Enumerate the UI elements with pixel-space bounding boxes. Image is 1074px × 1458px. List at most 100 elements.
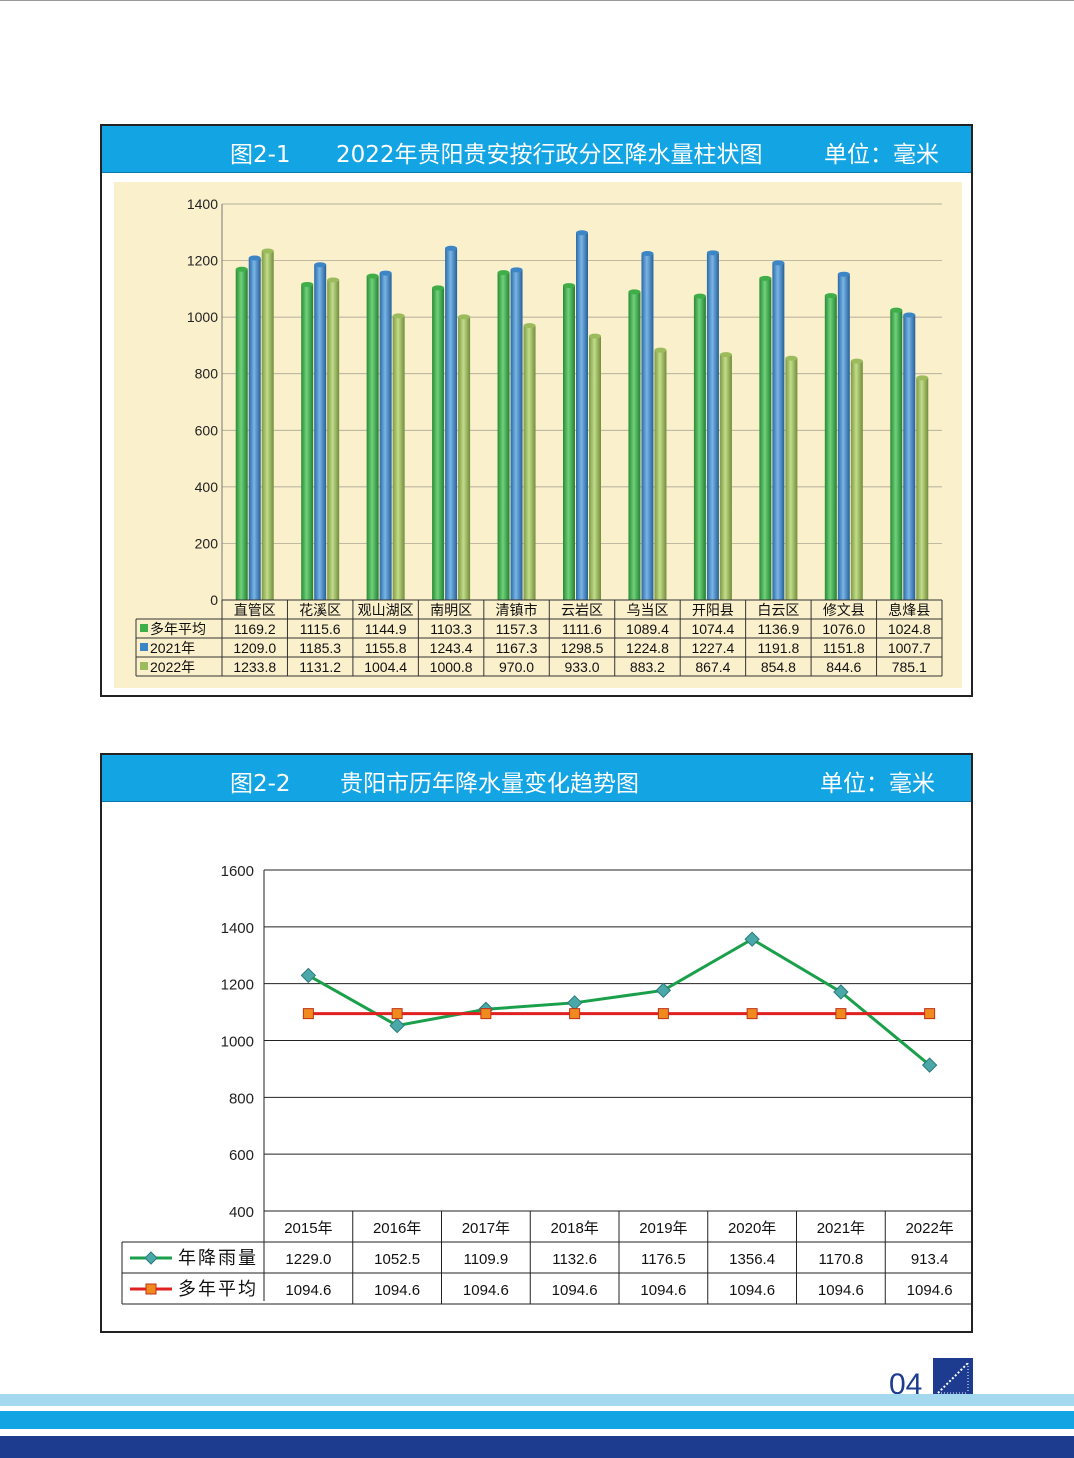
- corner-logo-icon: [933, 1358, 973, 1398]
- data-label: 844.6: [826, 659, 861, 675]
- data-label: 883.2: [630, 659, 665, 675]
- data-label: 1089.4: [626, 621, 669, 637]
- bar: [589, 336, 601, 600]
- bar-cap: [458, 314, 471, 320]
- bar: [903, 314, 916, 600]
- legend-marker: [144, 1251, 158, 1265]
- data-point: [835, 1008, 847, 1020]
- figure-2-2-header: 图2-2 贵阳市历年降水量变化趋势图 单位：毫米: [102, 755, 971, 802]
- bar-cap: [772, 260, 785, 266]
- data-label: 1151.8: [823, 640, 865, 656]
- data-label: 1094.6: [907, 1282, 953, 1299]
- data-label: 1227.4: [691, 640, 734, 656]
- data-point: [657, 1008, 669, 1020]
- bar-cap: [890, 307, 903, 313]
- data-label: 1094.6: [552, 1282, 598, 1299]
- data-label: 1000.8: [430, 659, 473, 675]
- data-label: 1157.3: [496, 621, 538, 637]
- bar: [628, 291, 641, 600]
- x-tick-label: 南明区: [430, 602, 472, 618]
- x-tick-label: 观山湖区: [358, 602, 414, 618]
- data-label: 1144.9: [365, 621, 407, 637]
- data-label: 1356.4: [729, 1251, 775, 1268]
- data-label: 1007.7: [888, 640, 931, 656]
- figure-unit: 单位：毫米: [824, 142, 939, 168]
- data-label: 1076.0: [822, 621, 865, 637]
- data-label: 1074.4: [691, 621, 734, 637]
- bar-cap: [366, 273, 379, 279]
- data-point: [655, 982, 672, 999]
- data-label: 1229.0: [285, 1251, 331, 1268]
- bar: [706, 252, 719, 600]
- bar-cap: [327, 277, 340, 283]
- y-tick-label: 1200: [221, 977, 254, 994]
- y-tick-label: 600: [195, 422, 219, 438]
- y-tick-label: 800: [195, 366, 219, 382]
- data-label: 1109.9: [463, 1251, 508, 1268]
- bar-chart: 0 200 400 600 800 1000 1200 1400 直管区 花溪区 观山湖区 南明区 清镇…: [135, 196, 943, 677]
- data-label: 1052.5: [374, 1251, 420, 1268]
- bar: [445, 248, 458, 601]
- bar: [824, 295, 837, 600]
- bar: [772, 262, 785, 600]
- plot-area: 0 200 400 600 800 1000 1200 1400 直管区 花溪区 观山湖区 南明区 清镇…: [114, 182, 962, 688]
- bar: [327, 280, 340, 600]
- bar-cap: [903, 312, 916, 318]
- bar-cap: [628, 289, 641, 295]
- top-rule: [0, 0, 1074, 1]
- bar-cap: [314, 262, 327, 268]
- bar: [693, 296, 706, 600]
- x-tick-label: 花溪区: [299, 602, 341, 618]
- bar-cap: [510, 267, 523, 273]
- figure-2-1-header: 图2-1 2022年贵阳贵安按行政分区降水量柱状图 单位：毫米: [102, 126, 971, 173]
- data-label: 1131.2: [299, 659, 341, 675]
- y-tick-label: 1200: [187, 253, 218, 269]
- x-tick-label: 清镇市: [496, 602, 538, 618]
- legend-label: 2022年: [150, 659, 195, 675]
- data-label: 1094.6: [463, 1282, 509, 1299]
- data-label: 1243.4: [430, 640, 473, 656]
- bar-cap: [693, 293, 706, 299]
- bar: [379, 273, 392, 600]
- bar-cap: [824, 293, 837, 299]
- data-label: 1224.8: [626, 640, 669, 656]
- data-point: [389, 1017, 405, 1034]
- data-label: 1169.2: [234, 621, 276, 637]
- data-label: 1176.5: [641, 1251, 686, 1268]
- bar-cap: [654, 347, 667, 353]
- y-tick-label: 0: [210, 592, 218, 608]
- data-label: 1209.0: [233, 640, 276, 656]
- data-point: [833, 984, 849, 1000]
- y-tick-label: 800: [229, 1090, 254, 1107]
- figure-title: 贵阳市历年降水量变化趋势图: [340, 771, 639, 797]
- data-label: 933.0: [564, 659, 599, 675]
- figure-2-2-panel: 图2-2 贵阳市历年降水量变化趋势图 单位：毫米 400 600 800 1000 12…: [100, 753, 973, 1333]
- data-label: 1094.6: [640, 1282, 686, 1299]
- data-label: 1170.8: [818, 1251, 863, 1268]
- bar-cap: [785, 355, 798, 361]
- x-tick-label: 2019年: [639, 1220, 687, 1237]
- y-tick-label: 400: [229, 1204, 254, 1221]
- x-tick-label: 2015年: [284, 1220, 332, 1237]
- footer-band-dark: [0, 1436, 1074, 1458]
- x-tick-label: 修文县: [823, 602, 865, 618]
- bar: [235, 269, 248, 600]
- data-label: 1167.3: [496, 640, 538, 656]
- data-point: [569, 1008, 581, 1020]
- data-label: 867.4: [695, 659, 730, 675]
- bar-cap: [261, 248, 274, 254]
- y-tick-label: 1600: [221, 863, 254, 880]
- legend-label: 多年平均: [178, 1279, 258, 1299]
- x-tick-label: 2022年: [905, 1220, 953, 1237]
- y-tick-label: 400: [195, 479, 219, 495]
- data-label: 1094.6: [729, 1282, 775, 1299]
- legend-swatch: [140, 662, 148, 670]
- bar-cap: [432, 285, 445, 291]
- y-tick-label: 1400: [187, 196, 218, 212]
- bar-cap: [916, 375, 929, 381]
- data-point: [746, 1008, 758, 1020]
- y-tick-label: 600: [229, 1147, 254, 1164]
- data-label: 1094.6: [374, 1282, 420, 1299]
- x-tick-label: 2021年: [817, 1220, 865, 1237]
- data-point: [480, 1008, 492, 1020]
